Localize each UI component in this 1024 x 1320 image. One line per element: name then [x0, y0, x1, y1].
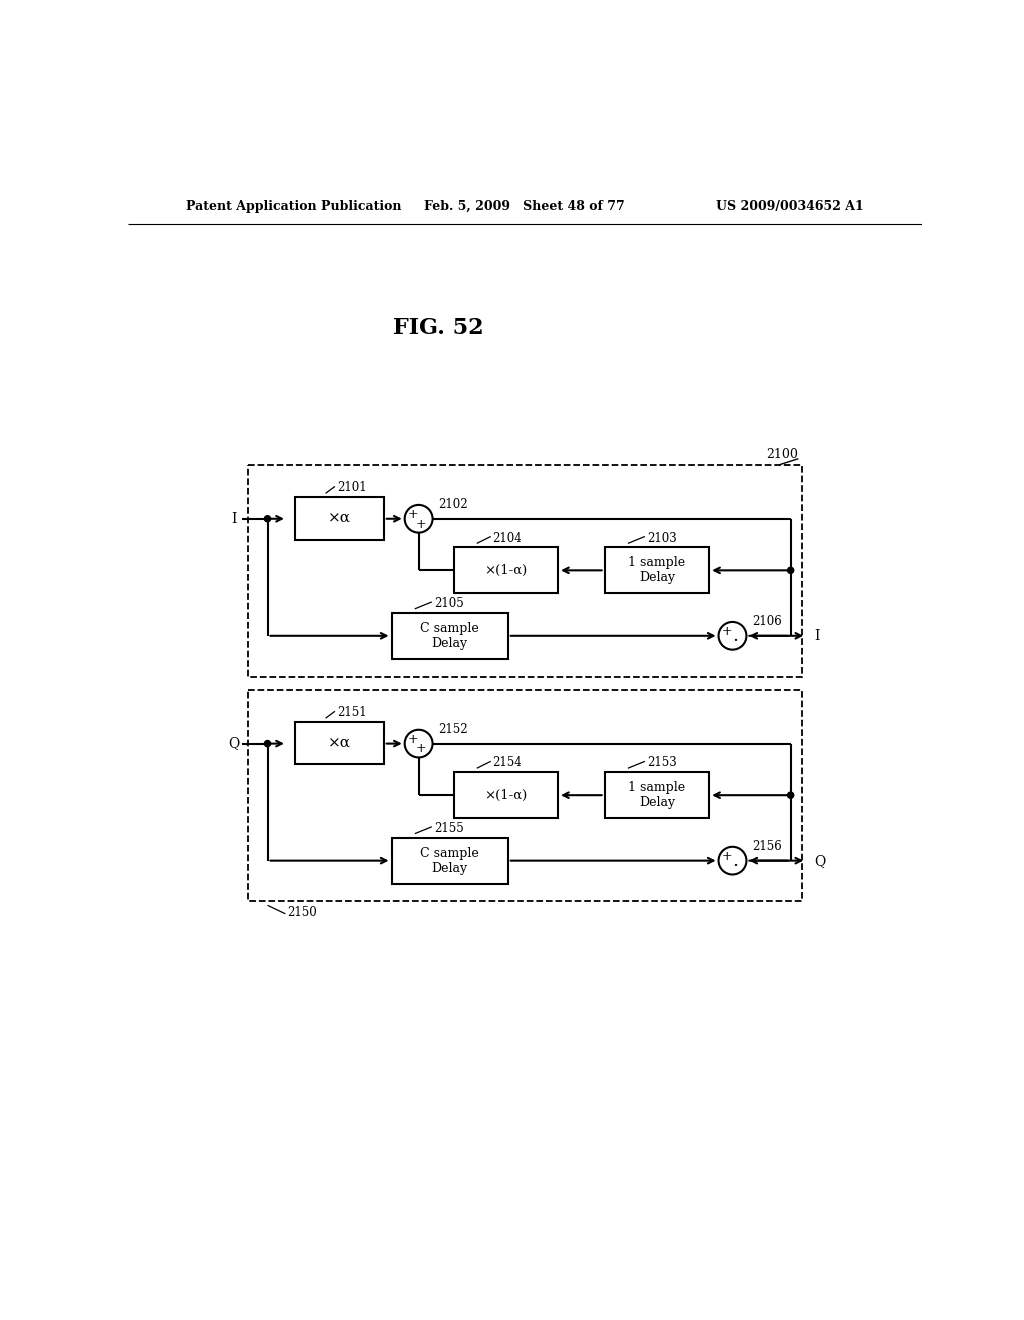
Text: 1 sample
Delay: 1 sample Delay: [629, 781, 685, 809]
Text: 2105: 2105: [434, 597, 464, 610]
Text: ×(1-α): ×(1-α): [484, 564, 527, 577]
Text: 2155: 2155: [434, 822, 464, 834]
Bar: [295, 722, 384, 764]
Text: ·: ·: [732, 632, 738, 651]
Bar: [604, 548, 710, 594]
Text: US 2009/0034652 A1: US 2009/0034652 A1: [717, 199, 864, 213]
Text: +: +: [408, 733, 419, 746]
Bar: [454, 548, 558, 594]
Text: Q: Q: [228, 737, 240, 751]
Bar: [604, 772, 710, 818]
Text: I: I: [814, 628, 819, 643]
Text: C sample
Delay: C sample Delay: [420, 846, 479, 875]
Text: Feb. 5, 2009   Sheet 48 of 77: Feb. 5, 2009 Sheet 48 of 77: [424, 199, 626, 213]
Text: I: I: [231, 512, 237, 525]
Bar: [248, 465, 802, 677]
Text: 2151: 2151: [337, 706, 367, 719]
Text: +: +: [722, 850, 732, 863]
Circle shape: [787, 792, 794, 799]
Text: 2152: 2152: [438, 723, 468, 737]
Text: 2156: 2156: [752, 841, 781, 853]
Bar: [248, 689, 802, 902]
Text: C sample
Delay: C sample Delay: [420, 622, 479, 649]
Text: 2102: 2102: [438, 499, 468, 511]
Text: FIG. 52: FIG. 52: [392, 317, 483, 339]
Text: 2100: 2100: [767, 447, 799, 461]
Text: ×(1-α): ×(1-α): [484, 788, 527, 801]
Text: ×α: ×α: [328, 737, 350, 750]
Text: ·: ·: [732, 857, 738, 875]
Bar: [454, 772, 558, 818]
Text: 2106: 2106: [752, 615, 781, 628]
Circle shape: [719, 622, 746, 649]
Text: +: +: [408, 508, 419, 521]
Bar: [391, 837, 508, 884]
Text: +: +: [416, 742, 426, 755]
Bar: [391, 612, 508, 659]
Circle shape: [404, 504, 432, 532]
Text: 2153: 2153: [647, 756, 677, 770]
Text: ×α: ×α: [328, 511, 350, 525]
Bar: [295, 498, 384, 540]
Circle shape: [404, 730, 432, 758]
Text: 2150: 2150: [287, 906, 316, 919]
Text: +: +: [722, 626, 732, 639]
Text: 2103: 2103: [647, 532, 677, 545]
Circle shape: [719, 847, 746, 874]
Circle shape: [264, 741, 270, 747]
Text: +: +: [416, 517, 426, 531]
Text: 1 sample
Delay: 1 sample Delay: [629, 556, 685, 585]
Circle shape: [787, 568, 794, 573]
Text: Q: Q: [814, 854, 825, 867]
Text: 2104: 2104: [493, 532, 522, 545]
Text: 2154: 2154: [493, 756, 522, 770]
Text: 2101: 2101: [337, 482, 367, 495]
Text: Patent Application Publication: Patent Application Publication: [186, 199, 401, 213]
Circle shape: [264, 516, 270, 521]
